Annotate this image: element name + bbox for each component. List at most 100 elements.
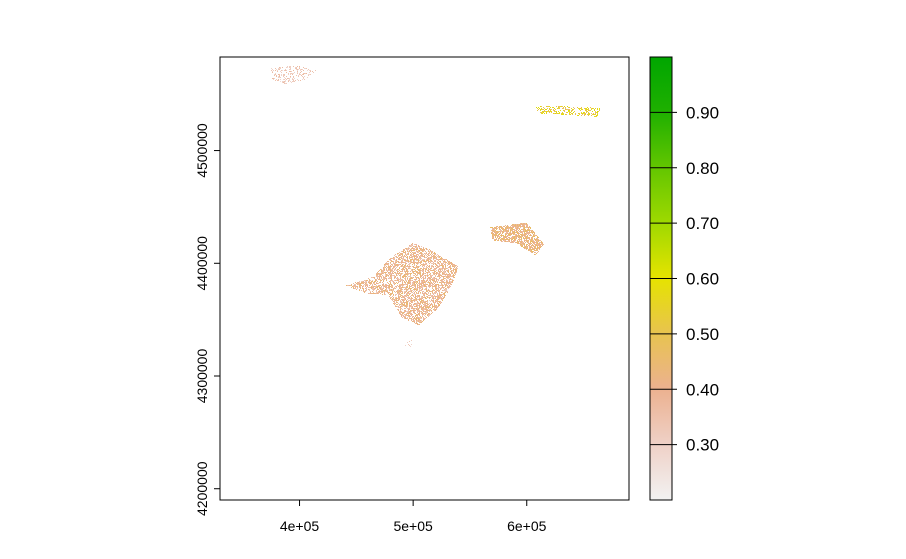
raster-cell: [406, 270, 407, 271]
raster-cell: [534, 241, 535, 242]
raster-cell: [447, 285, 448, 286]
raster-cell: [506, 241, 507, 242]
raster-cell: [427, 300, 428, 301]
raster-cell: [401, 258, 402, 259]
raster-cell: [421, 270, 422, 271]
raster-cell: [405, 283, 406, 284]
raster-cell: [359, 282, 360, 283]
raster-cell: [421, 256, 422, 257]
raster-cell: [399, 252, 400, 253]
raster-cell: [393, 295, 394, 296]
raster-cell: [390, 276, 391, 277]
raster-cell: [509, 237, 510, 238]
raster-cell: [411, 292, 412, 293]
raster-cell: [541, 106, 542, 107]
raster-cell: [439, 291, 440, 292]
raster-cell: [493, 228, 494, 229]
raster-cell: [423, 269, 424, 270]
raster-cell: [284, 77, 285, 78]
raster-cell: [385, 291, 386, 292]
raster-cell: [516, 230, 517, 231]
raster-cell: [440, 271, 441, 272]
raster-cell: [599, 109, 600, 110]
raster-cell: [405, 280, 406, 281]
raster-cell: [414, 281, 415, 282]
raster-cell: [409, 316, 410, 317]
raster-cell: [396, 273, 397, 274]
raster-cell: [519, 224, 520, 225]
raster-cell: [551, 111, 552, 112]
raster-cell: [425, 303, 426, 304]
raster-cell: [381, 269, 382, 270]
raster-cell: [290, 73, 291, 74]
raster-cell: [420, 287, 421, 288]
raster-cell: [401, 288, 402, 289]
raster-cell: [415, 308, 416, 309]
raster-cell: [517, 227, 518, 228]
raster-cell: [528, 230, 529, 231]
raster-cell: [506, 239, 507, 240]
raster-cell: [570, 112, 571, 113]
raster-cell: [434, 270, 435, 271]
raster-cell: [434, 293, 435, 294]
raster-cell: [419, 313, 420, 314]
raster-cell: [556, 111, 557, 112]
raster-cell: [511, 241, 512, 242]
raster-cell: [371, 293, 372, 294]
raster-cell: [416, 279, 417, 280]
raster-cell: [386, 269, 387, 270]
raster-cell: [591, 109, 592, 110]
raster-cell: [410, 266, 411, 267]
raster-region: [536, 106, 600, 117]
raster-cell: [393, 271, 394, 272]
raster-cell: [299, 68, 300, 69]
raster-cell: [392, 287, 393, 288]
raster-cell: [419, 281, 420, 282]
raster-cell: [525, 247, 526, 248]
raster-cell: [382, 275, 383, 276]
raster-cell: [355, 286, 356, 287]
raster-cell: [279, 76, 280, 77]
raster-cell: [417, 304, 418, 305]
raster-cell: [436, 264, 437, 265]
raster-cell: [518, 239, 519, 240]
raster-cell: [449, 287, 450, 288]
raster-cell: [291, 82, 292, 83]
raster-cell: [447, 291, 448, 292]
raster-cell: [423, 273, 424, 274]
raster-cell: [430, 305, 431, 306]
raster-cell: [414, 244, 415, 245]
raster-cell: [379, 282, 380, 283]
raster-cell: [394, 301, 395, 302]
raster-cell: [279, 75, 280, 76]
raster-cell: [390, 283, 391, 284]
raster-cell: [356, 283, 357, 284]
raster-cell: [372, 291, 373, 292]
raster-cell: [430, 270, 431, 271]
raster-cell: [512, 230, 513, 231]
raster-cell: [449, 264, 450, 265]
raster-cell: [440, 261, 441, 262]
raster-cell: [400, 313, 401, 314]
raster-cell: [425, 254, 426, 255]
raster-cell: [287, 67, 288, 68]
raster-cell: [396, 264, 397, 265]
raster-cell: [536, 249, 537, 250]
raster-cell: [517, 236, 518, 237]
raster-cell: [515, 225, 516, 226]
raster-cell: [413, 277, 414, 278]
raster-cell: [362, 286, 363, 287]
raster-cell: [427, 275, 428, 276]
raster-cell: [419, 269, 420, 270]
raster-cell: [442, 296, 443, 297]
raster-cell: [447, 292, 448, 293]
raster-cell: [413, 316, 414, 317]
raster-cell: [441, 292, 442, 293]
raster-cell: [453, 270, 454, 271]
raster-cell: [404, 305, 405, 306]
raster-cell: [390, 282, 391, 283]
raster-cell: [421, 268, 422, 269]
raster-cell: [424, 293, 425, 294]
raster-cell: [292, 74, 293, 75]
raster-cell: [380, 291, 381, 292]
